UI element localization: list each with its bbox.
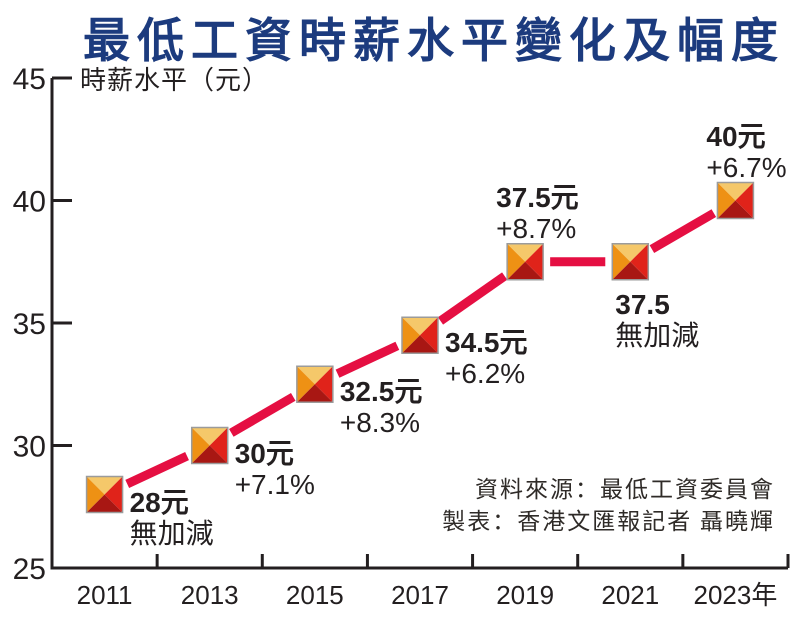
marker-border xyxy=(716,181,755,220)
point-label-2023: 40元 +6.7% xyxy=(706,121,786,183)
marker-border xyxy=(506,243,544,281)
trend-line-segment xyxy=(649,209,717,254)
marker-facet-bottom xyxy=(296,384,333,403)
marker-facet-bottom xyxy=(717,200,754,219)
marker-facet-top xyxy=(717,182,754,201)
marker-facet-bottom xyxy=(86,494,123,513)
point-label-2015: 32.5元 +8.3% xyxy=(340,376,423,438)
point-change-label: +6.7% xyxy=(706,151,787,183)
marker-facet-right xyxy=(314,366,333,403)
marker-border xyxy=(296,365,334,403)
point-change-label: +6.2% xyxy=(445,358,526,390)
x-tick-label: 2019 xyxy=(496,580,554,610)
marker-facet-left xyxy=(191,427,210,464)
source-credit: 資料來源：最低工資委員會 製表：香港文匯報記者 聶曉輝 xyxy=(442,474,775,538)
chart-title: 最低工資時薪水平變化及幅度 xyxy=(83,14,785,67)
x-tick-label: 2013 xyxy=(181,580,239,610)
trend-line-segment xyxy=(229,392,296,437)
point-value-label: 30元 xyxy=(234,437,294,469)
marker-facet-right xyxy=(104,476,123,513)
data-point-marker xyxy=(716,181,755,220)
y-tick-label: 40 xyxy=(13,186,46,219)
marker-facet-left xyxy=(612,243,631,280)
marker-facet-top xyxy=(296,366,333,385)
point-change-label: +8.7% xyxy=(496,212,577,244)
point-value-label: 34.5元 xyxy=(445,327,528,359)
marker-facet-left xyxy=(402,317,420,354)
data-point-marker xyxy=(401,316,439,354)
marker-facet-right xyxy=(420,317,438,354)
marker-facet-bottom xyxy=(191,445,228,464)
point-change-label: +8.3% xyxy=(339,407,421,439)
point-change-label: +7.1% xyxy=(234,468,315,500)
point-value-label: 37.5 xyxy=(615,288,670,320)
trend-line-segment xyxy=(437,272,508,325)
x-tick-label: 2017 xyxy=(391,580,449,610)
marker-facet-left xyxy=(507,243,526,280)
point-label-2021: 37.5 無加減 xyxy=(615,289,699,351)
y-axis-title: 時薪水平（元） xyxy=(80,65,270,95)
point-label-2017: 34.5元 +6.2% xyxy=(445,327,528,389)
marker-facet-left xyxy=(296,366,315,403)
y-tick-label: 45 xyxy=(13,63,46,96)
marker-facet-top xyxy=(191,427,228,446)
marker-border xyxy=(190,426,229,465)
marker-facet-bottom xyxy=(402,335,438,354)
marker-facet-left xyxy=(717,182,736,219)
trend-line-segment xyxy=(125,451,189,489)
marker-facet-right xyxy=(209,427,228,464)
point-change-label: 無加減 xyxy=(615,319,700,351)
data-point-marker xyxy=(611,243,650,281)
point-label-2013: 30元 +7.1% xyxy=(235,438,315,500)
data-point-marker xyxy=(296,365,334,403)
trend-line-segment xyxy=(335,341,400,378)
x-tick-label: 2011 xyxy=(77,580,133,610)
y-tick-label: 30 xyxy=(13,431,46,464)
point-label-2019: 37.5元 +8.7% xyxy=(496,182,579,244)
y-tick-label: 35 xyxy=(13,308,46,341)
point-change-label: 無加減 xyxy=(129,517,214,549)
y-tick-label: 25 xyxy=(13,553,46,586)
data-point-marker xyxy=(190,426,229,465)
marker-facet-top xyxy=(86,476,123,495)
marker-facet-right xyxy=(630,243,649,280)
x-tick-label: 2023年 xyxy=(694,580,778,610)
marker-facet-right xyxy=(525,243,544,280)
marker-facet-left xyxy=(86,476,105,513)
data-point-marker xyxy=(506,243,544,281)
x-tick-label: 2021 xyxy=(601,580,659,610)
x-tick-label: 2015 xyxy=(286,580,344,610)
marker-facet-top xyxy=(402,317,438,336)
marker-facet-right xyxy=(735,182,754,219)
marker-facet-bottom xyxy=(612,261,649,280)
point-value-label: 37.5元 xyxy=(496,181,579,213)
source-line: 資料來源：最低工資委員會 xyxy=(475,477,775,502)
point-value-label: 28元 xyxy=(129,486,189,518)
data-point-marker xyxy=(85,475,124,514)
marker-border xyxy=(611,243,650,281)
credit-line: 製表：香港文匯報記者 聶曉輝 xyxy=(442,509,775,534)
point-value-label: 32.5元 xyxy=(339,376,423,408)
marker-facet-bottom xyxy=(507,261,544,280)
marker-border xyxy=(85,475,124,514)
marker-border xyxy=(401,316,439,354)
point-value-label: 40元 xyxy=(706,120,766,152)
marker-facet-top xyxy=(507,243,544,262)
marker-facet-top xyxy=(612,243,649,262)
point-label-2011: 28元 無加減 xyxy=(130,487,214,549)
